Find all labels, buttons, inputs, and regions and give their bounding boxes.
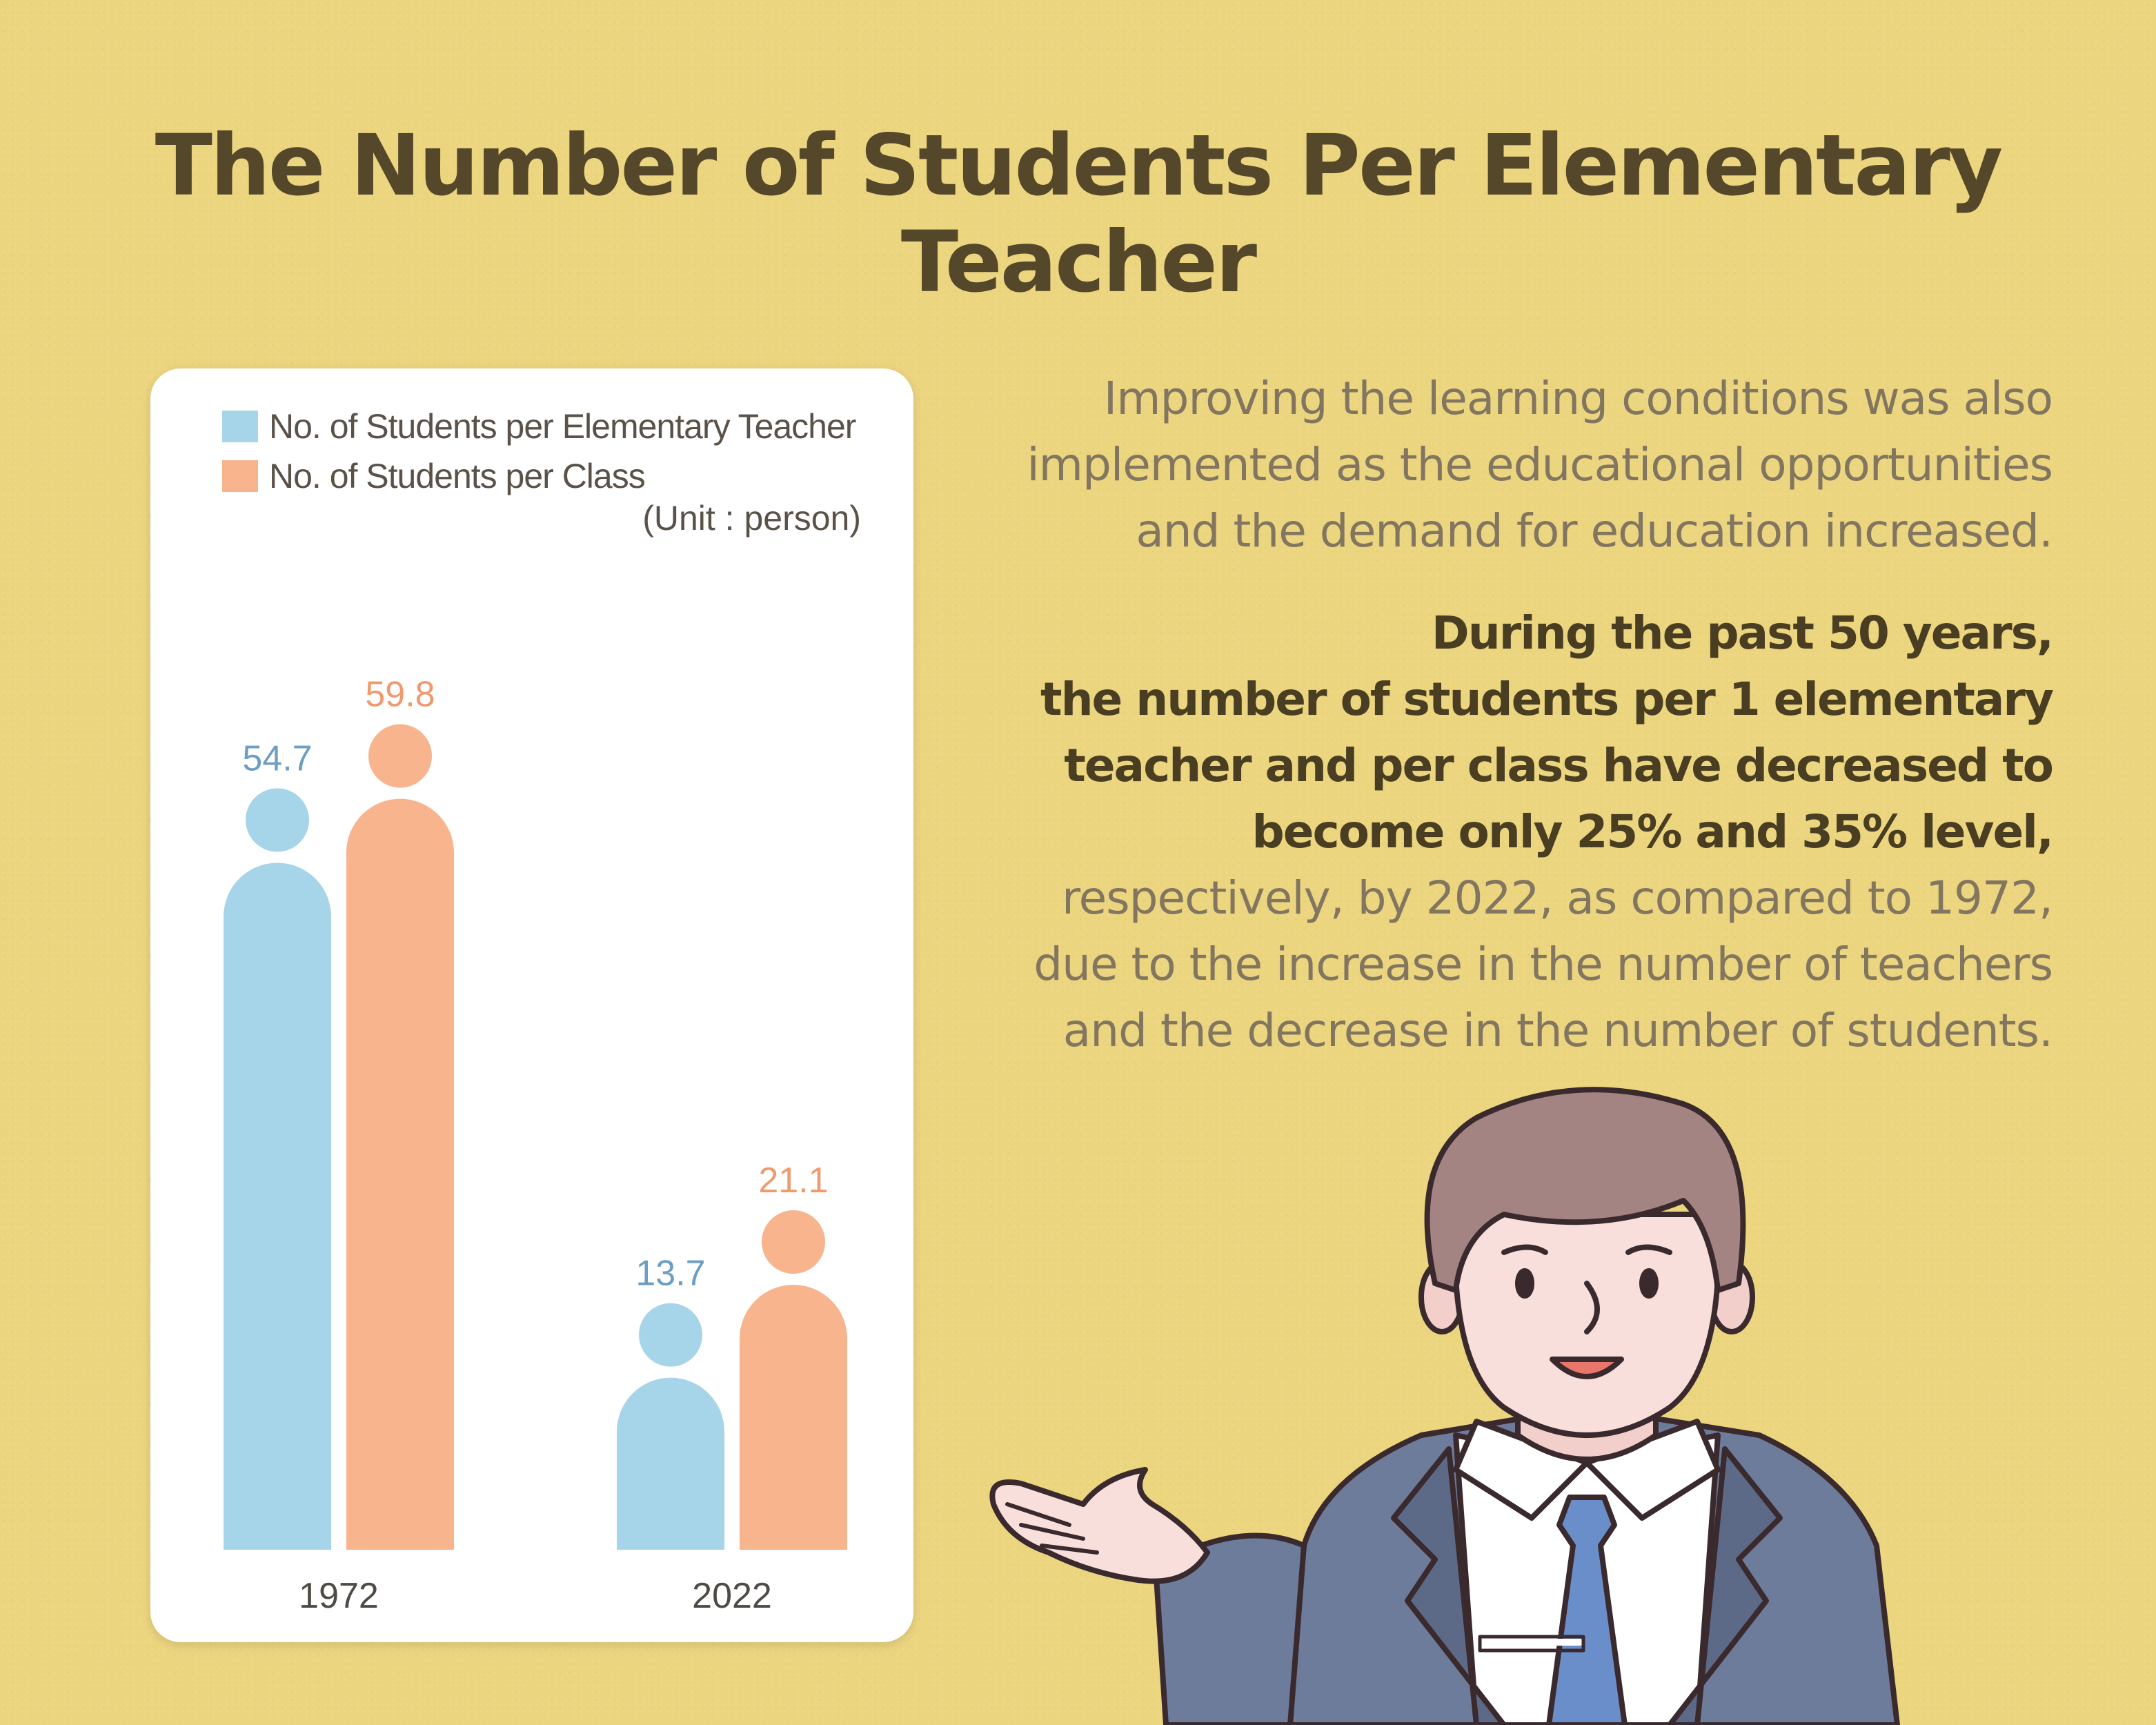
legend-swatch-teacher (222, 411, 258, 442)
eyebrow-left (1501, 1244, 1548, 1255)
pocket-outline (1478, 1635, 1585, 1653)
x-tick-label-1972: 1972 (299, 1576, 379, 1616)
bar-head-class-1972 (368, 724, 432, 788)
description-line: teacher and per class have decreased to (1064, 739, 2054, 792)
description-line: implemented as the educational opportuni… (1027, 438, 2053, 491)
tie (1546, 1495, 1628, 1725)
hand (989, 1467, 1210, 1584)
data-label-class-2022: 21.1 (758, 1161, 828, 1201)
legend-label-class: No. of Students per Class (269, 457, 646, 495)
nose (1584, 1281, 1600, 1334)
description-line: become only 25% and 35% level, (1252, 805, 2054, 858)
legend-swatch-class (222, 460, 258, 492)
description-paragraph-1: Improving the learning conditions was al… (949, 366, 2053, 564)
bar-head-teacher-2022 (639, 1303, 702, 1367)
face (1452, 1212, 1722, 1438)
data-label-class-1972: 59.8 (365, 675, 435, 715)
legend-item-teacher: No. of Students per Elementary Teacher (222, 407, 856, 446)
bar-class-1972 (346, 798, 454, 1550)
chart-card: No. of Students per Elementary Teacher N… (150, 368, 913, 1642)
data-label-teacher-1972: 54.7 (242, 738, 312, 778)
eye-left (1515, 1268, 1534, 1299)
description-line: and the decrease in the number of studen… (1062, 1004, 2053, 1057)
eyebrow-right (1625, 1244, 1672, 1255)
lapel-left (1391, 1446, 1507, 1725)
legend-label-teacher: No. of Students per Elementary Teacher (269, 407, 856, 446)
description-line: due to the increase in the number of tea… (1034, 938, 2053, 991)
bar-class-2022 (740, 1284, 847, 1550)
description-line: During the past 50 years, (1431, 607, 2054, 660)
mouth (1550, 1357, 1624, 1379)
unit-label: (Unit : person) (642, 499, 861, 538)
bar-teacher-2022 (617, 1377, 724, 1550)
description-line: respectively, by 2022, as compared to 19… (1061, 871, 2053, 925)
description-paragraph-2: respectively, by 2022, as compared to 19… (949, 865, 2053, 1064)
bar-head-class-2022 (762, 1210, 825, 1274)
eye-right (1639, 1268, 1659, 1299)
teacher-illustration (989, 1087, 1900, 1725)
description-line: and the demand for education increased. (1136, 504, 2053, 558)
data-label-teacher-2022: 13.7 (635, 1254, 705, 1294)
bar-chart: 54.7 59.8 1972 13.7 21.1 2022 (224, 675, 847, 1616)
x-tick-label-2022: 2022 (692, 1576, 772, 1616)
description-line: the number of students per 1 elementary (1040, 673, 2054, 726)
hair (1424, 1087, 1746, 1293)
bar-teacher-1972 (224, 862, 331, 1550)
fingers (1005, 1502, 1099, 1555)
page-title: The Number of Students Per Elementary Te… (155, 117, 2004, 311)
description-highlight: During the past 50 years, the number of … (949, 600, 2054, 865)
lapel-right (1667, 1446, 1783, 1725)
description: Improving the learning conditions was al… (949, 366, 2054, 1064)
description-line: Improving the learning conditions was al… (1103, 372, 2053, 425)
bar-head-teacher-1972 (246, 788, 309, 852)
legend-item-class: No. of Students per Class (222, 457, 646, 495)
